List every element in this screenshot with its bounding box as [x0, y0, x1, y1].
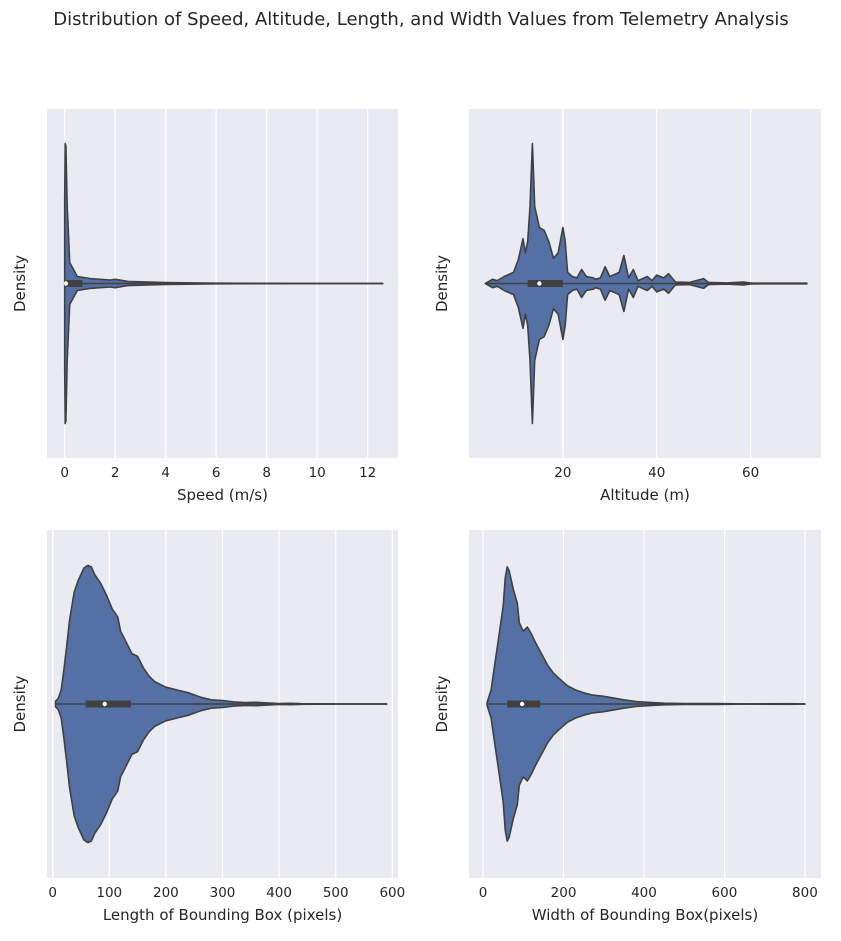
y-axis-label: Density	[11, 675, 29, 732]
x-tick-label: 500	[323, 885, 349, 901]
x-tick-label: 800	[792, 885, 818, 901]
x-tick-label: 400	[266, 885, 292, 901]
x-tick-label: 12	[359, 465, 376, 481]
iqr-box	[65, 280, 83, 287]
x-axis-label: Width of Bounding Box(pixels)	[532, 906, 758, 924]
iqr-box	[85, 700, 131, 708]
x-axis-label: Length of Bounding Box (pixels)	[103, 906, 342, 924]
x-tick-label: 200	[551, 885, 577, 901]
x-tick-label: 10	[309, 465, 326, 481]
x-tick-label: 2	[111, 465, 120, 481]
x-tick-label: 100	[96, 885, 122, 901]
x-axis-label: Altitude (m)	[600, 486, 690, 504]
y-axis-label: Density	[11, 255, 29, 312]
y-axis-label: Density	[433, 255, 451, 312]
subplot-1: 0 2 4 6 8 10 12 Speed (m/s) Density	[11, 109, 398, 504]
subplot-2: 20 40 60 Altitude (m) Density	[433, 109, 821, 504]
x-tick-label: 8	[262, 465, 271, 481]
x-tick-label: 20	[554, 465, 571, 481]
subplot-panels: 0 2 4 6 8 10 12 Speed (m/s) Density 20 40 60 Altitud…	[11, 109, 821, 924]
x-tick-label: 400	[631, 885, 657, 901]
x-tick-label: 4	[161, 465, 170, 481]
x-tick-label: 60	[742, 465, 759, 481]
median-marker	[519, 701, 525, 707]
median-marker	[63, 281, 69, 286]
x-axis-label: Speed (m/s)	[177, 486, 268, 504]
x-tick-label: 0	[48, 885, 57, 901]
x-tick-label: 6	[212, 465, 221, 481]
iqr-box	[527, 280, 563, 287]
y-axis-label: Density	[433, 675, 451, 732]
x-tick-label: 600	[379, 885, 405, 901]
subplot-4: 0 200 400 600 800 Width of Bounding Box(pixel…	[433, 530, 821, 924]
x-tick-label: 300	[210, 885, 236, 901]
median-marker	[537, 281, 542, 286]
subplot-3: 0 100 200 300 400 500 600 Length of Bounding Bo…	[11, 530, 405, 924]
x-tick-label: 40	[648, 465, 665, 481]
figure-title: Distribution of Speed, Altitude, Length,…	[53, 9, 788, 30]
x-tick-label: 200	[153, 885, 179, 901]
x-tick-label: 0	[479, 885, 488, 901]
x-tick-label: 600	[712, 885, 738, 901]
x-tick-label: 0	[60, 465, 69, 481]
median-marker	[102, 701, 107, 707]
